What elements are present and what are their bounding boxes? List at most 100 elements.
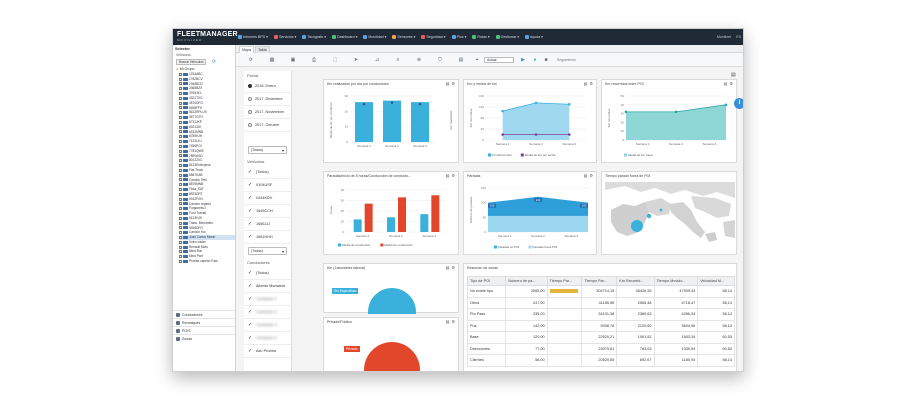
filter-checkbox-row[interactable]: ✓ Conductor 4 — [244, 319, 291, 332]
vehicle-tree-item[interactable]: Renault Moto — [179, 245, 235, 250]
filter-checkbox-row[interactable]: ✓ (Todos) — [244, 267, 291, 280]
vehicle-tree-item[interactable]: 2345BCD — [179, 82, 235, 87]
bar[interactable] — [431, 195, 440, 232]
check-icon[interactable]: ✓ — [248, 207, 253, 214]
data-point[interactable] — [501, 109, 504, 113]
cursor-icon[interactable]: ➤ — [353, 57, 359, 63]
tree-checkbox[interactable] — [179, 82, 182, 86]
tree-checkbox[interactable] — [179, 135, 182, 139]
table-row[interactable]: Otros 247,00 41185,56 2565,48 4718,47 58,14 — [466, 296, 735, 309]
bar[interactable] — [420, 214, 429, 232]
europe-map[interactable] — [605, 182, 735, 252]
settings-icon[interactable]: ⚙ — [451, 173, 455, 178]
date-option[interactable]: 2017, Noviembre — [244, 106, 291, 119]
table-row[interactable]: Pto Paso 235,00 34101,38 2389,63 4286,34 58,1… — [466, 308, 735, 321]
pie-slice[interactable] — [368, 288, 416, 314]
nav-item[interactable]: Dashboard ▾ — [329, 29, 360, 45]
select-icon[interactable]: ⬚ — [332, 57, 338, 63]
period-input[interactable]: Actual — [484, 57, 514, 63]
table-row[interactable]: No existe tipo 2065,00 304714,15 46426,26 47… — [466, 285, 735, 298]
filter-icon[interactable]: ⛉ — [438, 57, 442, 63]
vehicle-tree-item[interactable]: 1234ABC — [179, 72, 235, 77]
data-point[interactable] — [390, 101, 394, 104]
vehicle-tree-item[interactable]: 5498FFH — [179, 106, 235, 111]
stop-icon[interactable]: ■ — [544, 57, 548, 63]
vehicle-tree-item[interactable]: 7781QWE — [179, 149, 235, 154]
tree-checkbox[interactable] — [179, 125, 182, 129]
vehicle-tree-item[interactable]: 8876MNB — [179, 182, 235, 187]
vehicle-tree-item[interactable]: 8123Enterprise — [179, 163, 235, 168]
bar[interactable] — [387, 217, 395, 232]
filter-checkbox-row[interactable]: ✓ Conductor 5 — [244, 332, 291, 345]
tree-checkbox[interactable] — [179, 140, 182, 144]
vehicle-tree-item[interactable]: Trans. Mercedes — [179, 221, 235, 226]
check-icon[interactable]: ✓ — [248, 181, 253, 188]
date-option[interactable]: 2018, Enero — [244, 80, 291, 93]
tree-checkbox[interactable] — [179, 92, 182, 96]
play-icon[interactable]: ▶ — [521, 57, 525, 63]
nav-item[interactable]: Gestionar ▾ — [493, 29, 522, 45]
tree-checkbox[interactable] — [179, 120, 182, 124]
check-icon[interactable]: ✓ — [248, 308, 253, 315]
tree-checkbox[interactable] — [179, 178, 182, 182]
tree-checkbox[interactable] — [179, 192, 182, 196]
tree-checkbox[interactable] — [179, 116, 182, 120]
column-header[interactable]: Km Recorrid... — [616, 276, 655, 286]
vehicle-tree-item[interactable]: Camión reparto — [179, 202, 235, 207]
refresh-icon[interactable]: ⟳ — [248, 57, 254, 63]
tree-checkbox[interactable] — [179, 255, 182, 259]
vehicle-tree-item[interactable]: 4570DFG — [179, 101, 235, 106]
vehicle-tree-item[interactable]: Fiat Truck — [179, 168, 235, 173]
vehicle-tree-item[interactable]: 6567KAB — [179, 173, 235, 178]
sidebar-section[interactable]: Zonas — [173, 334, 235, 342]
filter-checkbox-row[interactable]: ✓ (Todos) — [244, 166, 291, 179]
check-icon[interactable]: ✓ — [248, 233, 253, 240]
vehicle-tree-item[interactable]: Prueba camión Fast — [179, 259, 235, 264]
refresh-tree-icon[interactable]: ⟳ — [212, 59, 217, 65]
search-vehicles-button[interactable]: Buscar Vehículos — [176, 59, 206, 65]
radio-button[interactable] — [248, 84, 252, 88]
nav-item[interactable]: Informes BPS ▾ — [235, 29, 271, 45]
check-icon[interactable]: ✓ — [248, 295, 253, 302]
check-icon[interactable]: ✓ — [248, 282, 253, 289]
nav-item[interactable]: Sensores ▾ — [389, 29, 418, 45]
tree-checkbox[interactable] — [179, 173, 182, 177]
vehicle-tree-item[interactable]: 5612RPLUS — [179, 110, 235, 115]
export-icon[interactable]: ▤ — [445, 319, 450, 324]
bar[interactable] — [355, 102, 373, 142]
data-point[interactable] — [418, 102, 422, 106]
export-all-icon[interactable]: ▤ — [731, 72, 736, 78]
vehicle-tree-item[interactable]: 3765JKL — [179, 91, 235, 96]
tree-checkbox[interactable] — [179, 231, 182, 235]
table-row[interactable]: Pus 142,00 5938,78 2120,60 3604,96 58,14 — [466, 319, 735, 332]
tab-tabla[interactable]: Tabla — [255, 46, 270, 53]
tree-checkbox[interactable] — [179, 245, 182, 249]
tree-checkbox[interactable] — [179, 259, 182, 263]
vehicle-tree-item[interactable]: 8923DRT — [179, 192, 235, 197]
sidebar-section[interactable]: Conductores — [173, 310, 235, 318]
column-header[interactable]: Tiempo Par... — [581, 276, 618, 286]
drivers-select[interactable]: (Todos) — [248, 247, 287, 255]
vehicle-tree-item[interactable]: 1782BCV — [179, 77, 235, 82]
tree-checkbox[interactable] — [179, 77, 182, 81]
data-point[interactable] — [624, 110, 628, 114]
tab-mapa[interactable]: Mapa — [239, 46, 254, 53]
radio-button[interactable] — [248, 110, 252, 114]
settings-icon[interactable]: ⚙ — [451, 319, 455, 324]
nav-item[interactable]: Ayuda ▾ — [522, 29, 546, 45]
date-option[interactable]: 2017, Diciembre — [244, 93, 291, 106]
export-icon[interactable]: ▤ — [723, 81, 728, 86]
bar[interactable] — [353, 219, 362, 232]
layers-icon[interactable]: ≡ — [396, 57, 400, 63]
map-marker-large[interactable] — [631, 220, 643, 232]
vehicle-tree-item[interactable]: Volvo trailer — [179, 240, 235, 245]
check-icon[interactable]: ✓ — [248, 220, 253, 227]
vehicle-tree-item[interactable]: Mind Part — [179, 254, 235, 259]
vehicle-tree-item[interactable]: Ford Transit — [179, 211, 235, 216]
tree-checkbox[interactable] — [179, 197, 182, 201]
column-header[interactable]: Tiempo Par... — [546, 276, 583, 286]
vehicle-tree-item[interactable]: 7123LKJ — [179, 139, 235, 144]
export-icon[interactable]: ▤ — [445, 173, 450, 178]
tree-checkbox[interactable] — [179, 235, 182, 239]
area-fill[interactable] — [488, 215, 588, 232]
